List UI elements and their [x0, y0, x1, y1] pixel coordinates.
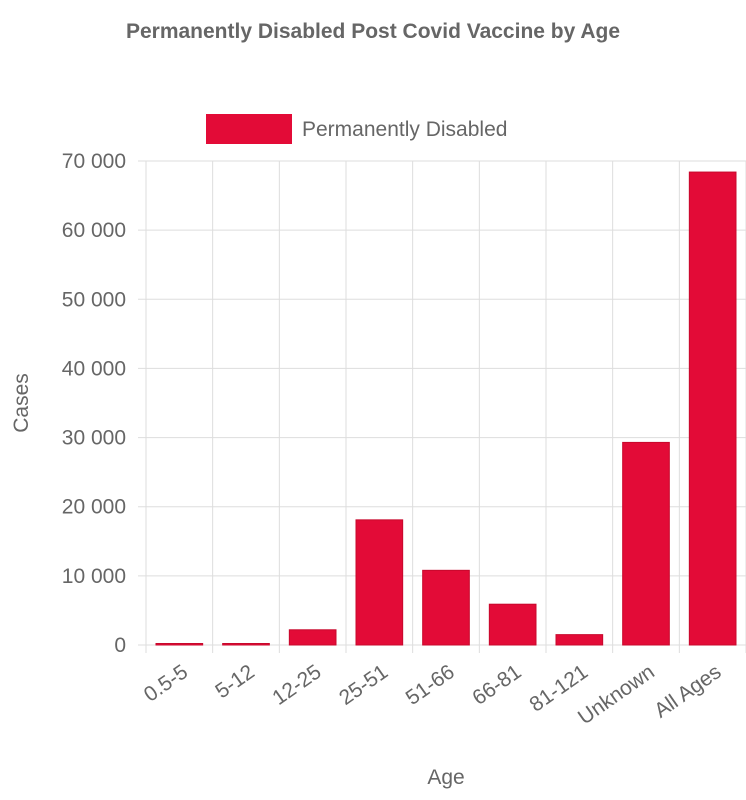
y-tick-label: 40 000 — [62, 357, 126, 380]
bar[interactable] — [488, 603, 537, 646]
chart-title: Permanently Disabled Post Covid Vaccine … — [125, 20, 621, 43]
bar[interactable] — [155, 643, 204, 646]
x-axis-ticks: 0.5-5 5-12 12-25 25-51 51-66 66-81 81-121Unkno… — [140, 660, 726, 729]
bars — [155, 171, 737, 646]
y-tick-label: 50 000 — [62, 288, 126, 311]
bar[interactable] — [688, 171, 737, 646]
y-axis-ticks: 0 10 000 20 000 30 000 40 000 50 000 60 000 70 … — [62, 150, 126, 657]
x-axis-title: Age — [427, 766, 464, 789]
y-tick-label: 70 000 — [62, 150, 126, 173]
bar[interactable] — [555, 634, 604, 646]
legend[interactable]: Permanently Disabled — [206, 114, 507, 144]
x-tick-label: 12-25 — [268, 660, 325, 710]
y-tick-label: 30 000 — [62, 427, 126, 450]
y-tick-label: 10 000 — [62, 565, 126, 588]
x-tick-label: 0.5-5 — [140, 660, 192, 706]
bar[interactable] — [422, 569, 470, 646]
grid-lines — [138, 160, 746, 653]
y-tick-label: 0 — [114, 634, 126, 657]
x-tick-label: 25-51 — [335, 660, 392, 710]
bar[interactable] — [355, 519, 404, 646]
bar[interactable] — [222, 643, 270, 646]
x-tick-label: 66-81 — [468, 660, 525, 710]
x-tick-label: All Ages — [650, 660, 725, 722]
bar[interactable] — [622, 441, 670, 646]
legend-label[interactable]: Permanently Disabled — [302, 118, 507, 141]
y-axis-title: Cases — [10, 373, 33, 433]
y-tick-label: 60 000 — [62, 219, 126, 242]
x-tick-label: 51-66 — [402, 660, 459, 710]
bar[interactable] — [288, 629, 337, 646]
x-tick-label: 5-12 — [211, 660, 259, 703]
y-tick-label: 20 000 — [62, 496, 126, 519]
legend-swatch[interactable] — [206, 114, 292, 144]
x-tick-label: Unknown — [574, 660, 659, 729]
